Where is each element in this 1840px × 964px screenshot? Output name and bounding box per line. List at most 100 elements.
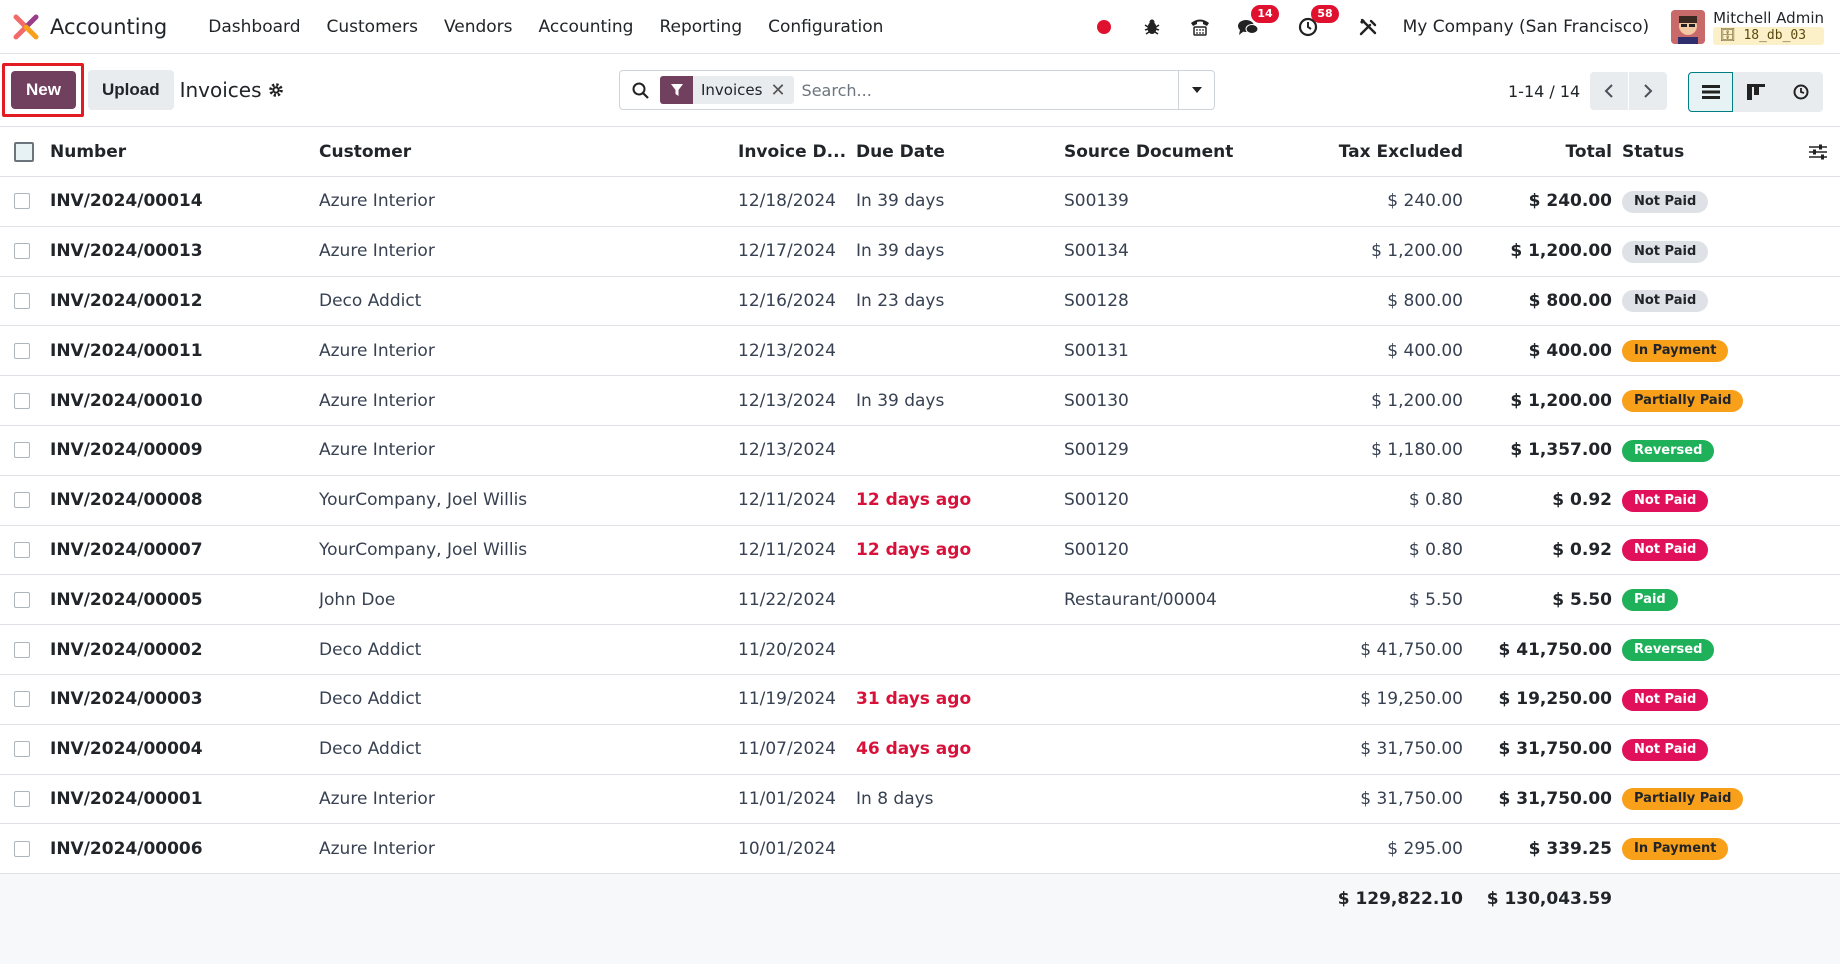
table-row[interactable]: INV/2024/00009 Azure Interior 12/13/2024 S0… [0, 425, 1840, 476]
view-switcher [1688, 72, 1823, 112]
select-all-cell [0, 126, 50, 177]
cell-invoice-date: 11/19/2024 [738, 674, 856, 725]
new-button[interactable]: New [11, 71, 76, 109]
table-row[interactable]: INV/2024/00010 Azure Interior 12/13/2024 In… [0, 375, 1840, 426]
cell-invoice-date: 12/17/2024 [738, 226, 856, 277]
app-brand[interactable]: Accounting [12, 13, 167, 41]
list-view-button[interactable] [1688, 72, 1733, 112]
column-invoice-date[interactable]: Invoice D... [738, 126, 856, 177]
select-all-checkbox[interactable] [14, 141, 34, 162]
column-number[interactable]: Number [50, 126, 319, 177]
chat-messages-icon[interactable]: 14 [1235, 4, 1279, 40]
cell-total: $ 0.92 [1467, 525, 1622, 576]
systray: 14 58 My Company (San Francisco) Mitchel… [1091, 4, 1824, 45]
cell-tax-excluded: $ 31,750.00 [1319, 774, 1467, 825]
cell-customer: Azure Interior [319, 774, 738, 825]
avatar [1671, 9, 1706, 44]
column-customer[interactable]: Customer [319, 126, 738, 177]
table-row[interactable]: INV/2024/00006 Azure Interior 10/01/2024 $ … [0, 823, 1840, 875]
table-row[interactable]: INV/2024/00012 Deco Addict 12/16/2024 In 23… [0, 276, 1840, 327]
list-view-icon [1701, 85, 1720, 99]
row-checkbox[interactable] [14, 442, 30, 459]
menu-dashboard[interactable]: Dashboard [208, 16, 301, 37]
menu-customers[interactable]: Customers [326, 16, 418, 37]
search-options-toggle[interactable] [1178, 71, 1214, 109]
cell-source-document: S00130 [1064, 375, 1319, 426]
column-source-document[interactable]: Source Document [1064, 126, 1319, 177]
pager-previous-button[interactable] [1590, 72, 1629, 110]
status-badge: Partially Paid [1622, 788, 1744, 811]
pager-value[interactable]: 1-14 / 14 [1508, 81, 1581, 101]
table-row[interactable]: INV/2024/00014 Azure Interior 12/18/2024 In… [0, 176, 1840, 227]
row-checkbox[interactable] [14, 292, 30, 309]
cell-source-document [1064, 823, 1319, 875]
cell-due-date [856, 325, 1064, 377]
upload-button[interactable]: Upload [87, 70, 174, 110]
pager-next-button[interactable] [1629, 72, 1668, 110]
row-checkbox[interactable] [14, 790, 30, 807]
column-total[interactable]: Total [1467, 126, 1622, 177]
search-icon[interactable] [620, 82, 660, 99]
table-row[interactable]: INV/2024/00004 Deco Addict 11/07/2024 46 da… [0, 724, 1840, 775]
cell-tax-excluded: $ 5.50 [1319, 574, 1467, 626]
column-status[interactable]: Status [1622, 141, 1685, 162]
cell-number: INV/2024/00003 [50, 674, 319, 725]
row-checkbox[interactable] [14, 840, 30, 857]
row-checkbox[interactable] [14, 641, 30, 658]
table-row[interactable]: INV/2024/00005 John Doe 11/22/2024 Restaura… [0, 574, 1840, 626]
cell-source-document [1064, 624, 1319, 675]
cell-status: Not Paid [1622, 176, 1840, 227]
menu-reporting[interactable]: Reporting [659, 16, 743, 37]
user-menu[interactable]: Mitchell Admin 🗄 18_db_03 [1671, 9, 1824, 45]
cell-invoice-date: 12/18/2024 [738, 176, 856, 227]
facet-remove-icon[interactable]: ✕ [770, 79, 786, 101]
table-row[interactable]: INV/2024/00011 Azure Interior 12/13/2024 S0… [0, 325, 1840, 377]
column-tax-excluded[interactable]: Tax Excluded [1319, 126, 1467, 177]
table-row[interactable]: INV/2024/00002 Deco Addict 11/20/2024 $ 41,… [0, 624, 1840, 675]
optional-columns-icon[interactable] [1808, 143, 1828, 161]
search-input[interactable] [801, 80, 1178, 100]
phone-icon[interactable] [1187, 14, 1213, 40]
cell-customer: Azure Interior [319, 226, 738, 277]
cell-total: $ 31,750.00 [1467, 724, 1622, 775]
cell-total: $ 5.50 [1467, 574, 1622, 626]
menu-accounting[interactable]: Accounting [538, 16, 634, 37]
row-checkbox[interactable] [14, 591, 30, 608]
recording-indicator-icon[interactable] [1091, 14, 1117, 40]
row-checkbox[interactable] [14, 691, 30, 708]
row-select-cell [0, 226, 50, 277]
menu-vendors[interactable]: Vendors [443, 16, 513, 37]
row-select-cell [0, 176, 50, 227]
gear-icon[interactable] [268, 82, 284, 98]
row-checkbox[interactable] [14, 243, 30, 260]
table-row[interactable]: INV/2024/00003 Deco Addict 11/19/2024 31 da… [0, 674, 1840, 725]
control-panel: New Upload Invoices Invoices ✕ 1-14 / 14 [0, 54, 1840, 126]
kanban-view-button[interactable] [1733, 72, 1778, 112]
column-due-date[interactable]: Due Date [856, 126, 1064, 177]
status-badge: Paid [1622, 589, 1678, 612]
cell-due-date [856, 574, 1064, 626]
page-title-area: Invoices [180, 78, 284, 102]
row-checkbox[interactable] [14, 492, 30, 509]
row-checkbox[interactable] [14, 392, 30, 409]
row-checkbox[interactable] [14, 541, 30, 558]
cell-tax-excluded: $ 1,200.00 [1319, 226, 1467, 277]
tools-icon[interactable] [1355, 14, 1381, 40]
menu-configuration[interactable]: Configuration [768, 16, 884, 37]
cell-invoice-date: 11/22/2024 [738, 574, 856, 626]
debug-bug-icon[interactable] [1139, 14, 1165, 40]
cell-due-date [856, 425, 1064, 476]
activity-clock-icon[interactable]: 58 [1295, 4, 1339, 40]
row-checkbox[interactable] [14, 342, 30, 359]
cell-number: INV/2024/00014 [50, 176, 319, 227]
table-row[interactable]: INV/2024/00013 Azure Interior 12/17/2024 In… [0, 226, 1840, 277]
activity-view-button[interactable] [1778, 72, 1823, 112]
company-switcher[interactable]: My Company (San Francisco) [1402, 16, 1650, 37]
table-row[interactable]: INV/2024/00008 YourCompany, Joel Willis 12… [0, 475, 1840, 526]
table-row[interactable]: INV/2024/00007 YourCompany, Joel Willis 12… [0, 525, 1840, 576]
row-checkbox[interactable] [14, 741, 30, 758]
row-checkbox[interactable] [14, 193, 30, 210]
cell-total: $ 1,200.00 [1467, 375, 1622, 426]
cell-status: Not Paid [1622, 475, 1840, 526]
table-row[interactable]: INV/2024/00001 Azure Interior 11/01/2024 In… [0, 774, 1840, 825]
